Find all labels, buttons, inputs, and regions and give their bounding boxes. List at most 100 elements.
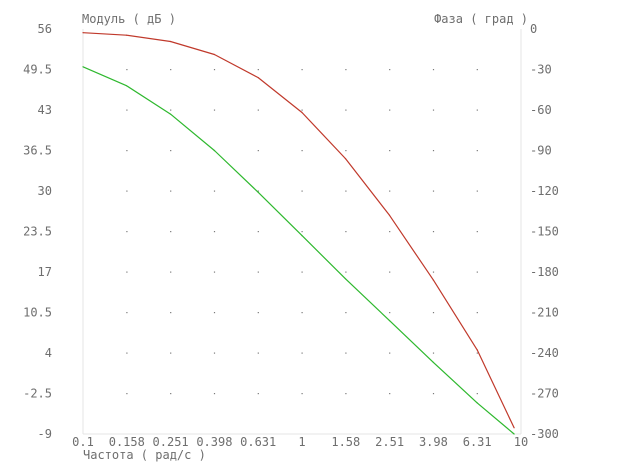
grid-dot [213,231,216,233]
grid-dot [257,190,259,192]
grid-dot [476,150,478,152]
magnitude-point [213,53,215,56]
phase-point [82,66,84,68]
magnitude-point [125,34,128,36]
grid-dot [476,352,478,354]
x-tick-label: 0.251 [153,435,189,449]
phase-series-line [82,66,515,435]
y-right-tick-label: -210 [530,306,559,320]
magnitude-point [169,40,172,43]
y-left-tick-label: 23.5 [23,225,52,239]
phase-point [257,191,259,193]
grid-dot [257,109,259,111]
x-tick-label: 0.158 [109,435,145,449]
y-left-tick-label: 4 [45,346,52,360]
grid-dot [432,190,435,192]
grid-dot [170,190,172,192]
grid-dot [126,69,128,71]
grid-dot [345,150,347,152]
grid-dot [345,393,347,395]
phase-point [125,85,128,87]
grid-dot [476,109,478,111]
grid-dot [476,190,478,192]
grid-dot [301,271,303,273]
magnitude-point [257,77,259,79]
y-right-axis-title: Фаза ( град ) [434,12,528,26]
grid-dot [301,231,303,233]
grid-dot [126,109,128,111]
phase-point [513,433,515,435]
y-right-tick-label: -120 [530,184,559,198]
y-left-tick-label: 56 [38,22,52,36]
grid-dot [170,312,172,314]
grid-dot [476,271,478,273]
y-right-tick-label: -300 [530,427,559,441]
series-lines [82,32,515,435]
phase-point [344,278,347,280]
grid-dot [345,190,347,192]
grid [126,69,478,395]
grid-dot [213,109,216,111]
y-right-tick-label: -30 [530,63,552,77]
x-tick-label: 0.631 [240,435,276,449]
grid-dot [126,190,128,192]
phase-point [301,235,303,237]
grid-dot [389,312,391,314]
y-left-tick-label: 36.5 [23,144,52,158]
magnitude-point [301,111,303,114]
x-tick-label: 1 [298,435,305,449]
grid-dot [432,109,435,111]
grid-dot [170,69,172,71]
grid-dot [476,231,478,233]
grid-dot [257,271,259,273]
y-right-tick-label: -270 [530,387,559,401]
grid-dot [389,69,391,71]
magnitude-series-line [82,32,515,429]
grid-dot [170,109,172,111]
y-right-tick-label: -180 [530,265,559,279]
grid-dot [389,231,391,233]
grid-dot [301,150,303,152]
grid-dot [389,109,391,111]
x-tick-label: 10 [514,435,528,449]
y-right-tick-label: -60 [530,103,552,117]
grid-dot [213,190,216,192]
x-axis-title: Частота ( рад/с ) [83,448,206,462]
x-tick-label: 0.398 [196,435,232,449]
grid-dot [301,190,303,192]
grid-dot [432,69,435,71]
magnitude-point [513,427,515,429]
grid-dot [170,231,172,233]
grid-dot [126,352,128,354]
phase-point [213,149,215,152]
grid-dot [170,150,172,152]
grid-dot [345,231,347,233]
grid-dot [432,393,435,395]
grid-dot [432,352,435,354]
y-left-tick-label: 17 [38,265,52,279]
y-left-tick-label: 49.5 [23,63,52,77]
x-tick-label: 6.31 [463,435,492,449]
magnitude-point [432,279,434,281]
y-left-tick-label: 30 [38,184,52,198]
grid-dot [345,69,347,71]
grid-dot [476,69,478,71]
y-right-tick-label: -150 [530,225,559,239]
y-right-tick-label: 0 [530,22,537,36]
grid-dot [213,393,216,395]
grid-dot [126,312,128,314]
grid-dot [389,271,391,273]
grid-dot [213,312,216,314]
grid-dot [213,352,216,354]
grid-dot [345,312,347,314]
grid-dot [170,271,172,273]
grid-dot [389,190,391,192]
magnitude-point [476,349,478,351]
grid-dot [476,312,478,314]
grid-dot [345,352,347,354]
grid-dot [389,352,391,354]
grid-dot [301,109,303,111]
y-left-tick-label: 43 [38,103,52,117]
x-tick-label: 2.51 [375,435,404,449]
